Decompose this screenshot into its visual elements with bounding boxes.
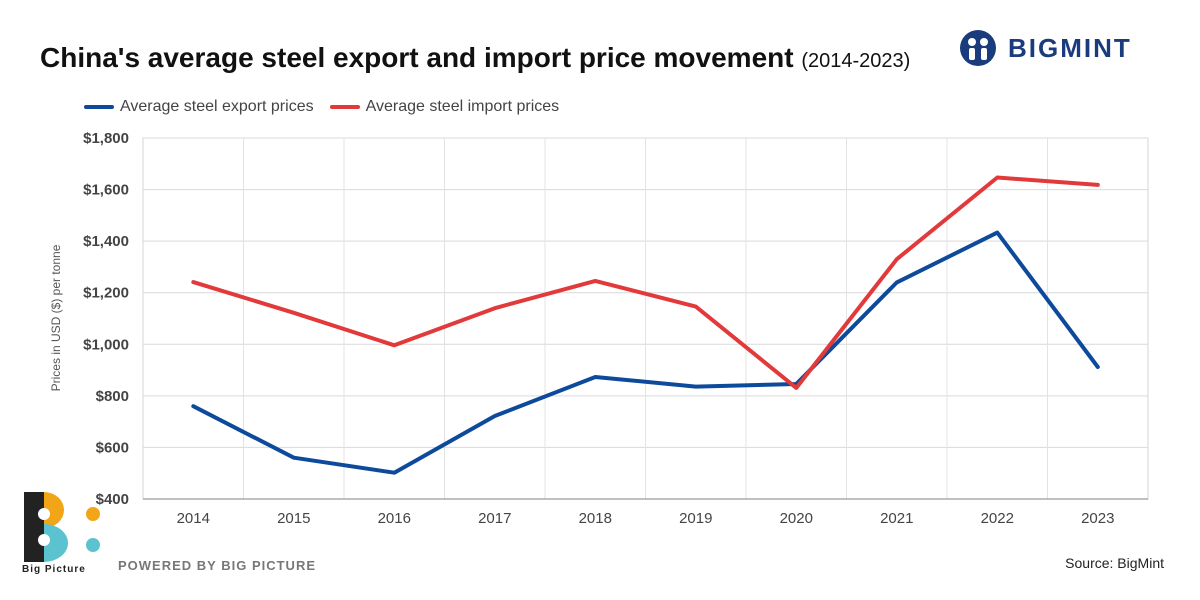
- source-text: Source: BigMint: [1065, 555, 1164, 571]
- legend-label-import: Average steel import prices: [365, 98, 560, 115]
- legend-item-export: Average steel export prices: [84, 98, 314, 116]
- chart-title-main: China's average steel export and import …: [40, 42, 794, 73]
- y-tick-label: $1,600: [83, 182, 129, 199]
- chart-legend: Average steel export prices Average stee…: [84, 98, 575, 116]
- chart-grid: [142, 137, 1149, 500]
- powered-by-text: POWERED BY BIG PICTURE: [118, 558, 317, 573]
- x-tick-label: 2015: [277, 510, 310, 527]
- x-tick-label: 2020: [780, 510, 813, 527]
- bigmint-logo-icon: [960, 30, 996, 66]
- legend-swatch-export: [84, 105, 114, 109]
- legend-item-import: Average steel import prices: [329, 98, 560, 116]
- chart-title: China's average steel export and import …: [40, 42, 910, 74]
- chart-axes: $400 $600 $800 $1,000 $1,200 $1,400 $1,600 $1,8…: [83, 130, 1148, 527]
- x-tick-label: 2017: [478, 510, 511, 527]
- series-line-export: [191, 230, 1100, 475]
- x-tick-label: 2014: [177, 510, 210, 527]
- y-tick-label: $1,800: [83, 130, 129, 147]
- x-tick-label: 2021: [880, 510, 913, 527]
- y-tick-label: $600: [96, 439, 129, 456]
- big-picture-logo-icon: [24, 492, 100, 562]
- chart-subtitle: (2014-2023): [801, 50, 911, 72]
- x-tick-label: 2018: [579, 510, 612, 527]
- y-tick-label: $400: [96, 491, 129, 508]
- y-tick-label: $1,400: [83, 233, 129, 250]
- big-picture-label: Big Picture: [22, 564, 86, 575]
- y-tick-label: $800: [96, 388, 129, 405]
- y-tick-label: $1,200: [83, 285, 129, 302]
- x-tick-label: 2023: [1081, 510, 1114, 527]
- brand-logo: BIGMINT: [958, 28, 1132, 68]
- y-axis-label: Prices in USD ($) per tonne: [49, 244, 63, 391]
- x-tick-label: 2016: [378, 510, 411, 527]
- big-picture-logo: [20, 488, 110, 567]
- x-tick-label: 2022: [981, 510, 1014, 527]
- brand-name: BIGMINT: [1008, 32, 1132, 63]
- chart-series: [191, 175, 1100, 475]
- legend-label-export: Average steel export prices: [120, 98, 314, 115]
- y-tick-label: $1,000: [83, 336, 129, 353]
- legend-swatch-import: [329, 105, 360, 109]
- x-tick-label: 2019: [679, 510, 712, 527]
- series-line-import: [191, 175, 1100, 390]
